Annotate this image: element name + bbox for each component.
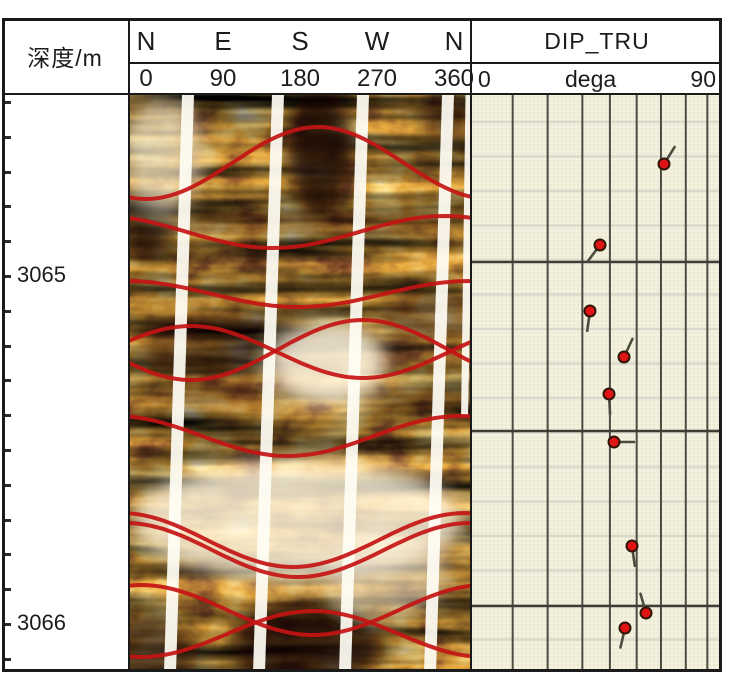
dip-header-cell: DIP_TRU [472, 18, 722, 64]
depth-minor-tick [2, 135, 11, 139]
depth-minor-tick [2, 588, 11, 592]
degree-label: 360 [433, 65, 475, 92]
outer-border-top [2, 18, 722, 21]
tadpole-dot [639, 606, 653, 620]
dip-scale-unit: dega [565, 65, 617, 92]
bed-boundary-sinusoid [128, 582, 472, 638]
tadpole-dot [618, 621, 632, 635]
pad-stripe [424, 95, 454, 670]
pad-stripe [461, 95, 472, 415]
pad-gap-stripes [164, 95, 472, 670]
depth-minor-tick [2, 344, 11, 348]
bed-boundary-sinusoid [128, 521, 472, 580]
depth-axis-label: 深度/m [27, 45, 103, 71]
depth-minor-tick [2, 483, 11, 487]
degree-row: 0 90 180 270 360 [128, 64, 475, 94]
depth-minor-tick [2, 379, 11, 383]
bed-boundary-sinusoids [128, 124, 472, 660]
compass-label: N [136, 26, 156, 56]
outer-border-bottom [2, 669, 722, 672]
bed-boundary-sinusoid [128, 124, 472, 202]
depth-minor-tick [2, 309, 11, 313]
bed-boundary-sinusoid [128, 608, 472, 660]
depth-minor-tick [2, 170, 11, 174]
rock-shade-blobs [128, 95, 472, 670]
depth-header-cell: 深度/m [2, 18, 128, 94]
depth-minor-tick [2, 553, 11, 557]
degree-label: 0 [139, 65, 153, 92]
tadpole-dot [602, 387, 616, 401]
bed-boundary-sinusoid [128, 317, 472, 382]
tadpole-dot [593, 238, 607, 252]
depth-track: 3065 3066 [2, 95, 128, 669]
tadpole-dot [583, 304, 597, 318]
depth-minor-tick [2, 240, 11, 244]
bed-boundary-sinusoid [128, 213, 472, 251]
tadpole-dot [625, 539, 639, 553]
depth-minor-tick [2, 205, 11, 209]
compass-label: N [444, 26, 464, 56]
depth-value-label: 3065 [17, 262, 66, 287]
degree-label: 90 [209, 65, 237, 92]
dip-scale-row: 0 dega 90 [472, 64, 722, 94]
compass-label: S [291, 26, 309, 56]
dip-curve-title: DIP_TRU [544, 27, 650, 54]
bed-boundary-sinusoid [128, 279, 472, 309]
pad-stripe [339, 95, 369, 670]
bed-boundary-sinusoid [128, 413, 472, 459]
tadpole-dot [657, 157, 671, 171]
bed-boundary-sinusoid [128, 324, 472, 381]
degree-label: 180 [279, 65, 321, 92]
outer-border-left [2, 18, 5, 672]
outer-border-right [719, 18, 722, 672]
dip-scale-min: 0 [478, 65, 491, 92]
dip-track [472, 95, 722, 669]
compass-label: W [364, 26, 390, 56]
depth-value-label: 3066 [17, 610, 66, 635]
degree-label: 270 [356, 65, 398, 92]
bed-boundary-sinusoid [128, 510, 472, 569]
image-dip-divider [470, 18, 472, 672]
dip-track-grid [472, 95, 722, 669]
borehole-image-track [128, 95, 472, 670]
tadpole-dot [617, 350, 631, 364]
dip-scale-max: 90 [690, 65, 716, 92]
depth-minor-tick [2, 623, 11, 626]
header-bottom-divider [2, 93, 722, 95]
depth-minor-tick [2, 275, 11, 278]
depth-minor-tick [2, 518, 11, 522]
pad-stripe [253, 95, 284, 670]
depth-minor-tick [2, 414, 11, 418]
depth-minor-tick [2, 101, 11, 104]
tadpole-dot [607, 435, 621, 449]
compass-label: E [214, 26, 232, 56]
depth-image-divider [128, 18, 130, 672]
pad-stripe [164, 95, 194, 670]
header-row-divider [128, 62, 722, 64]
depth-minor-tick [2, 657, 11, 661]
depth-minor-tick [2, 449, 11, 452]
